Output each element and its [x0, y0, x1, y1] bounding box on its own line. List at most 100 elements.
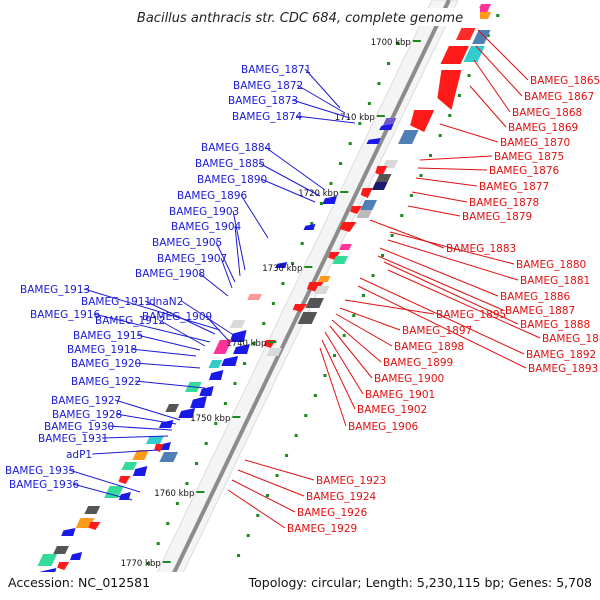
right-leader-line	[324, 331, 364, 395]
gene-arrow	[275, 262, 288, 268]
gene-arrow	[322, 196, 337, 204]
track-dot	[185, 482, 189, 485]
right-gene-label: BAMEG_1881	[520, 275, 590, 287]
track-dot	[262, 322, 266, 325]
track-dot	[147, 562, 151, 565]
gene-box	[382, 118, 397, 126]
left-gene-label: BAMEG_1930	[44, 421, 114, 433]
gene-box	[84, 506, 101, 514]
track-dot	[256, 514, 260, 517]
track-dot	[339, 162, 343, 165]
right-gene-label: BAMEG_1889	[542, 333, 600, 345]
gene-box	[121, 462, 138, 470]
left-leader-line	[101, 435, 169, 439]
right-gene-label: BAMEG_1877	[479, 181, 549, 193]
left-leader-line	[83, 288, 221, 331]
right-leader-line	[329, 325, 373, 379]
gene-box	[266, 348, 282, 356]
right-leader-line	[344, 299, 435, 315]
gene-box	[213, 340, 232, 354]
right-leader-line	[383, 261, 519, 325]
track-dot	[243, 362, 247, 365]
track-dot	[448, 114, 452, 117]
left-leader-line	[264, 146, 326, 191]
right-leader-line	[417, 167, 488, 171]
left-leader-line	[198, 272, 229, 297]
left-leader-line	[136, 334, 201, 351]
left-gene-label: BAMEG_1935	[5, 465, 75, 477]
gene-arrow	[229, 330, 247, 342]
track-dot	[381, 254, 385, 257]
left-leader-line	[291, 99, 351, 119]
right-leader-line	[439, 123, 499, 143]
left-leader-line	[144, 300, 216, 335]
track-dot	[367, 102, 371, 105]
right-leader-line	[475, 45, 523, 97]
gene-box	[477, 4, 492, 12]
gene-arrow	[88, 522, 101, 530]
track-dot	[486, 34, 490, 37]
gene-arrow	[410, 110, 435, 132]
left-gene-label: BAMEG_1890	[197, 174, 267, 186]
track-dot	[166, 522, 170, 525]
gene-arrow	[61, 528, 76, 536]
gene-box	[455, 28, 476, 40]
right-leader-line	[321, 339, 356, 410]
track-dot	[352, 314, 356, 317]
gene-arrow	[379, 124, 394, 130]
left-gene-label: BAMEG_1872	[233, 80, 303, 92]
gene-box	[208, 360, 223, 368]
left-gene-label: BAMEG_1918	[67, 344, 137, 356]
left-gene-label: BAMEG_1904	[171, 221, 242, 233]
track-dot	[438, 134, 442, 137]
gene-box	[472, 30, 491, 44]
gene-arrow	[178, 408, 196, 418]
track-dot	[400, 214, 404, 217]
track-dot	[291, 262, 295, 265]
gene-box	[440, 46, 469, 64]
track-dot	[214, 422, 218, 425]
gene-arrow	[437, 70, 462, 110]
right-leader-line	[411, 191, 468, 203]
right-leader-line	[227, 489, 286, 529]
tick-label: 1700 kbp	[371, 38, 411, 48]
genome-backbone	[143, 0, 459, 600]
track-dot	[377, 82, 381, 85]
right-gene-label: BAMEG_1865	[530, 75, 600, 87]
track-dot	[371, 274, 375, 277]
left-gene-label: BAMEG_1916	[30, 309, 101, 321]
track-dot	[323, 374, 327, 377]
gene-arrow	[118, 492, 131, 500]
label-leader-lines	[68, 29, 541, 529]
right-gene-label: BAMEG_1924	[306, 491, 377, 503]
left-gene-label: BAMEG_1927	[51, 395, 121, 407]
left-leader-line	[115, 413, 177, 425]
gene-arrow	[366, 138, 381, 144]
track-dot	[237, 554, 241, 557]
track-dot	[252, 342, 256, 345]
track-dot	[300, 242, 304, 245]
right-leader-line	[377, 255, 504, 311]
right-gene-label: BAMEG_1901	[365, 389, 435, 401]
left-leader-line	[205, 315, 229, 341]
gene-arrow	[328, 252, 341, 260]
left-leader-line	[296, 84, 346, 114]
left-gene-label: BAMEG_1911	[81, 296, 151, 308]
gene-box	[297, 312, 318, 324]
right-leader-line	[419, 155, 493, 161]
gene-box	[159, 452, 179, 462]
gene-arrow	[339, 222, 357, 232]
track-dot	[233, 382, 237, 385]
left-leader-line	[240, 194, 269, 239]
track-dot	[304, 414, 308, 417]
right-leader-line	[231, 479, 296, 513]
gene-arrow	[375, 166, 388, 176]
right-gene-label: BAMEG_1888	[520, 319, 590, 331]
right-gene-label: BAMEG_1886	[500, 291, 571, 303]
gene-labels: BAMEG_1871 BAMEG_1872 BAMEG_1873 BAMEG_1874…	[5, 64, 600, 535]
left-gene-label: BAMEG_1915	[73, 330, 143, 342]
left-gene-label: BAMEG_1907	[157, 253, 227, 265]
gene-box	[339, 244, 352, 250]
backbone-track	[143, 0, 459, 600]
right-leader-line	[319, 347, 347, 427]
